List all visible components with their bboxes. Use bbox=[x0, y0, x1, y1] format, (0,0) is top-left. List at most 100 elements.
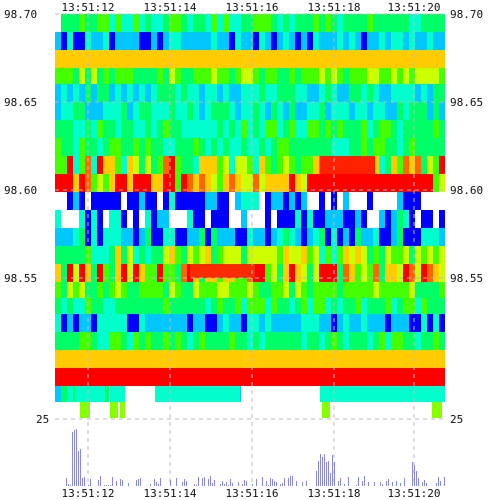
volume-bar bbox=[416, 471, 417, 486]
heatmap-cell bbox=[217, 282, 223, 298]
heatmap-cell bbox=[145, 264, 151, 282]
heatmap-cell bbox=[151, 14, 157, 32]
volume-bar bbox=[110, 485, 111, 486]
heatmap-cell bbox=[181, 120, 187, 138]
heatmap-cell bbox=[373, 368, 379, 386]
heatmap-cell bbox=[301, 174, 307, 192]
x-tick-label-bottom: 13:51:20 bbox=[388, 487, 441, 500]
heatmap-cell bbox=[421, 50, 427, 68]
heatmap-cell bbox=[355, 68, 361, 84]
heatmap-cell bbox=[199, 314, 205, 332]
heatmap-cell bbox=[163, 138, 169, 156]
heatmap-cell bbox=[229, 282, 235, 298]
heatmap-cell bbox=[139, 174, 145, 192]
x-tick-label-bottom: 13:51:12 bbox=[62, 487, 115, 500]
heatmap-cell bbox=[103, 192, 109, 210]
heatmap-cell bbox=[289, 246, 295, 264]
heatmap-cell bbox=[409, 50, 415, 68]
heatmap-cell bbox=[373, 314, 379, 332]
volume-bar bbox=[438, 477, 439, 486]
heatmap-cell bbox=[427, 14, 433, 32]
heatmap-cell bbox=[79, 298, 85, 314]
heatmap-cell bbox=[343, 84, 349, 102]
heatmap-cell bbox=[265, 14, 271, 32]
heatmap-cell bbox=[169, 314, 175, 332]
heatmap-cell bbox=[397, 32, 403, 50]
heatmap-cell bbox=[61, 138, 67, 156]
heatmap-cell bbox=[163, 228, 169, 246]
heatmap-cell bbox=[109, 138, 115, 156]
heatmap-cell bbox=[211, 210, 217, 228]
heatmap-cell bbox=[229, 174, 235, 192]
heatmap-cell bbox=[277, 32, 283, 50]
heatmap-cell bbox=[199, 84, 205, 102]
heatmap-cell bbox=[145, 332, 151, 350]
y-tick-label-right: 98.55 bbox=[450, 272, 483, 285]
heatmap-cell bbox=[295, 228, 301, 246]
heatmap-cell bbox=[355, 314, 361, 332]
heatmap-cell bbox=[121, 138, 127, 156]
volume-bar bbox=[380, 482, 381, 486]
volume-bar bbox=[244, 480, 245, 486]
heatmap-cell bbox=[103, 282, 109, 298]
heatmap-cell bbox=[55, 102, 61, 120]
heatmap-cell bbox=[175, 138, 181, 156]
heatmap-cell bbox=[139, 156, 145, 174]
heatmap-cell bbox=[241, 174, 247, 192]
heatmap-cell bbox=[109, 264, 115, 282]
heatmap-cell bbox=[283, 14, 289, 32]
heatmap-cell bbox=[61, 298, 67, 314]
volume-bar bbox=[156, 482, 157, 486]
heatmap-cell bbox=[355, 246, 361, 264]
y-tick-label-right: 98.70 bbox=[450, 8, 483, 21]
heatmap-cell bbox=[139, 228, 145, 246]
heatmap-cell bbox=[415, 156, 421, 174]
heatmap-cell bbox=[175, 120, 181, 138]
heatmap-cell bbox=[133, 32, 139, 50]
heatmap-cell bbox=[259, 246, 265, 264]
heatmap-cell bbox=[169, 350, 175, 368]
heatmap-cell bbox=[277, 192, 283, 210]
heatmap-cell bbox=[151, 32, 157, 50]
heatmap-cell bbox=[415, 282, 421, 298]
heatmap-cell bbox=[127, 32, 133, 50]
heatmap-cell bbox=[319, 228, 325, 246]
heatmap-cell bbox=[115, 14, 121, 32]
heatmap-cell bbox=[229, 138, 235, 156]
heatmap-cell bbox=[187, 210, 193, 228]
heatmap-cell bbox=[199, 174, 205, 192]
heatmap-cell bbox=[397, 264, 403, 282]
heatmap-cell bbox=[409, 156, 415, 174]
heatmap-cell bbox=[157, 298, 163, 314]
heatmap-cell bbox=[259, 50, 265, 68]
heatmap-cell bbox=[373, 246, 379, 264]
heatmap-cell bbox=[133, 314, 139, 332]
heatmap-cell bbox=[181, 14, 187, 32]
heatmap-cell bbox=[97, 84, 103, 102]
heatmap-cell bbox=[265, 332, 271, 350]
volume-bar bbox=[198, 477, 199, 486]
heatmap-cell bbox=[55, 314, 61, 332]
heatmap-cell bbox=[337, 246, 343, 264]
heatmap-cell bbox=[343, 298, 349, 314]
heatmap-cell bbox=[295, 246, 301, 264]
volume-bar bbox=[324, 454, 325, 486]
heatmap-cell bbox=[343, 68, 349, 84]
heatmap-cell bbox=[415, 138, 421, 156]
heatmap-cell bbox=[373, 120, 379, 138]
volume-bar bbox=[356, 485, 357, 486]
heatmap-cell bbox=[331, 210, 337, 228]
heatmap-cell bbox=[181, 174, 187, 192]
heatmap-cell bbox=[241, 298, 247, 314]
heatmap-cell bbox=[175, 282, 181, 298]
heatmap-cell bbox=[385, 332, 391, 350]
heatmap-cell bbox=[367, 192, 373, 210]
heatmap-cell bbox=[217, 32, 223, 50]
heatmap-cell bbox=[367, 314, 373, 332]
heatmap-cell bbox=[175, 156, 181, 174]
heatmap-cell bbox=[271, 68, 277, 84]
heatmap-cell bbox=[421, 84, 427, 102]
heatmap-cell bbox=[193, 120, 199, 138]
heatmap-cell bbox=[439, 332, 445, 350]
heatmap-cell bbox=[427, 298, 433, 314]
